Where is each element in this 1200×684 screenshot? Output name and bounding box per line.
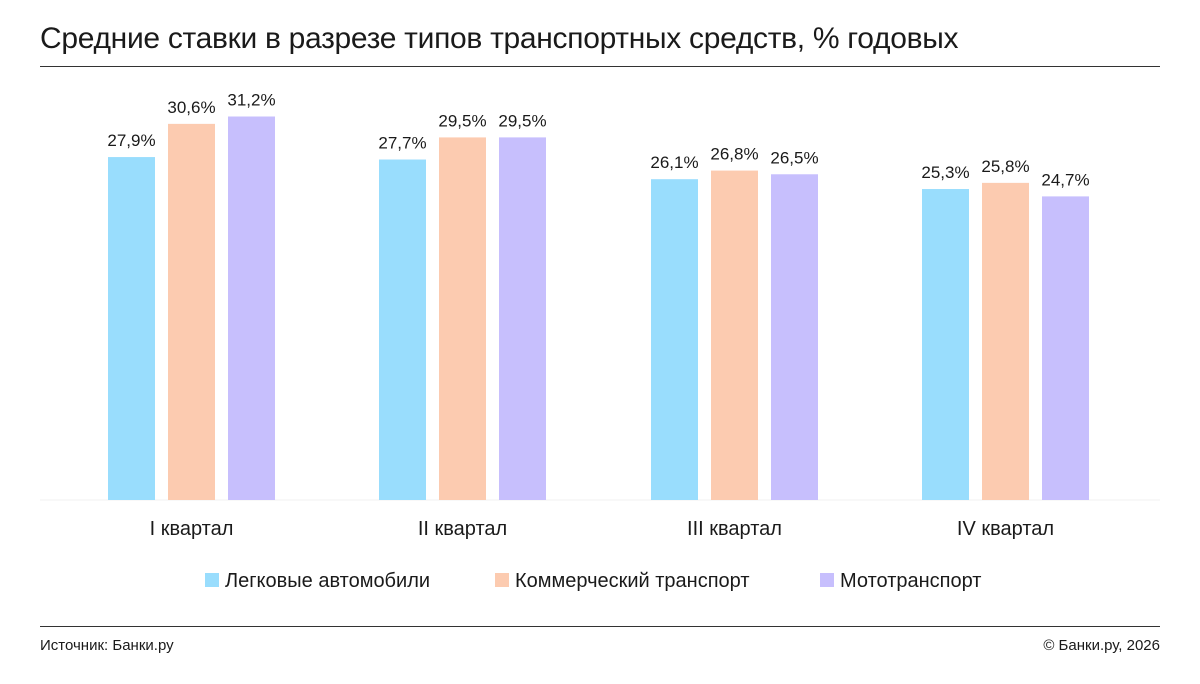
value-label: 31,2% <box>227 91 275 110</box>
bar-3-2 <box>711 170 758 501</box>
value-label: 30,6% <box>167 98 215 117</box>
legend-label: Коммерческий транспорт <box>515 570 750 592</box>
legend-swatch <box>495 573 509 587</box>
bar-1-2 <box>168 123 215 500</box>
bar-chart: 27,9% 30,6% 31,2% 27,7% 29,5% 29,5% 26,1% 26,8%… <box>40 91 1160 592</box>
value-label: 26,8% <box>710 145 758 164</box>
bar-4-2 <box>982 182 1029 500</box>
value-label: 24,7% <box>1041 170 1089 189</box>
category-label: IV квартал <box>957 518 1054 540</box>
legend-swatch <box>820 573 834 587</box>
legend-swatch <box>205 573 219 587</box>
bar-2-2 <box>439 137 486 501</box>
copyright-note: © Банки.ру, 2026 <box>1043 637 1160 654</box>
chart-title: Средние ставки в разрезе типов транспорт… <box>40 22 959 55</box>
footer-divider <box>40 626 1160 627</box>
value-label: 26,1% <box>650 153 698 172</box>
legend: Легковые автомобили Коммерческий транспор… <box>205 570 981 592</box>
value-label: 27,9% <box>107 131 155 150</box>
category-labels-layer: I квартал II квартал III квартал IV квартал <box>150 518 1054 540</box>
category-label: I квартал <box>150 518 234 540</box>
category-label: III квартал <box>687 518 782 540</box>
legend-label: Легковые автомобили <box>225 570 430 592</box>
bar-3-3 <box>771 174 818 501</box>
category-label: II квартал <box>418 518 507 540</box>
value-label: 25,8% <box>981 157 1029 176</box>
bar-2-1 <box>379 159 426 501</box>
source-note: Источник: Банки.ру <box>40 637 174 654</box>
legend-label: Мототранспорт <box>840 570 981 592</box>
bar-1-1 <box>108 157 155 500</box>
value-label: 25,3% <box>921 163 969 182</box>
title-divider <box>40 66 1160 67</box>
bar-2-3 <box>499 137 546 501</box>
bar-4-3 <box>1042 196 1089 501</box>
bars-layer <box>108 116 1089 501</box>
value-label: 26,5% <box>770 148 818 167</box>
bar-4-1 <box>922 189 969 501</box>
value-label: 29,5% <box>498 111 546 130</box>
value-labels-layer: 27,9% 30,6% 31,2% 27,7% 29,5% 29,5% 26,1% 26,8%… <box>107 91 1089 190</box>
bar-1-3 <box>228 116 275 500</box>
value-label: 27,7% <box>378 134 426 153</box>
bar-3-1 <box>651 179 698 500</box>
value-label: 29,5% <box>438 111 486 130</box>
